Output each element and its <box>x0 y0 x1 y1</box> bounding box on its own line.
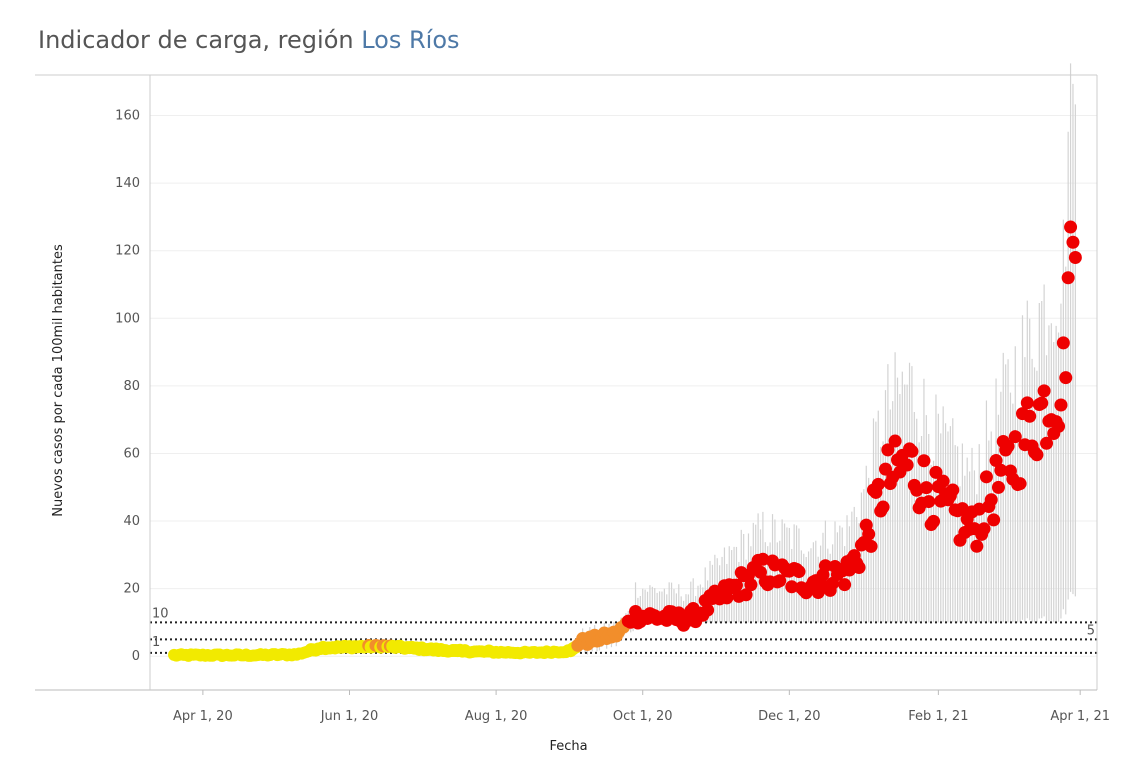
data-point <box>1001 439 1015 453</box>
data-point <box>862 527 876 541</box>
data-point <box>979 470 993 484</box>
data-point <box>989 454 1003 468</box>
data-point <box>739 588 753 602</box>
data-point <box>1064 220 1078 234</box>
chart-title-prefix: Indicador de carga, región <box>38 26 362 54</box>
data-point <box>970 539 984 553</box>
x-tick-label: Aug 1, 20 <box>465 709 528 724</box>
data-point <box>881 443 895 457</box>
data-point <box>994 463 1008 477</box>
y-tick-label: 120 <box>115 244 140 259</box>
data-point <box>871 477 885 491</box>
x-tick-label: Apr 1, 21 <box>1050 709 1110 724</box>
data-point <box>1037 384 1051 398</box>
y-axis-title: Nuevos casos por cada 100mil habitantes <box>51 244 66 517</box>
data-point <box>987 513 1001 527</box>
y-tick-label: 60 <box>123 446 140 461</box>
data-point <box>792 565 806 579</box>
data-point <box>1056 336 1070 350</box>
data-point <box>852 561 866 575</box>
data-point <box>1052 419 1066 433</box>
data-point <box>919 481 933 495</box>
x-tick-label: Apr 1, 20 <box>173 709 233 724</box>
data-point <box>977 522 991 536</box>
data-point <box>1023 409 1037 423</box>
data-point <box>744 578 758 592</box>
data-point <box>1035 396 1049 410</box>
data-point <box>905 444 919 458</box>
data-point <box>720 591 734 605</box>
x-tick-label: Oct 1, 20 <box>613 709 673 724</box>
y-tick-label: 160 <box>115 109 140 124</box>
x-tick-label: Dec 1, 20 <box>758 709 820 724</box>
data-point <box>1013 477 1027 491</box>
data-point <box>991 480 1005 494</box>
data-point <box>1061 271 1075 285</box>
data-point <box>1040 436 1054 450</box>
data-point <box>864 539 878 553</box>
data-point <box>936 474 950 488</box>
data-point <box>876 500 890 514</box>
y-tick-label: 140 <box>115 176 140 191</box>
data-point <box>1059 371 1073 385</box>
y-tick-label: 80 <box>123 379 140 394</box>
data-point <box>773 574 787 588</box>
data-point <box>946 483 960 497</box>
data-point <box>1068 250 1082 264</box>
region-link[interactable]: Los Ríos <box>361 26 460 54</box>
y-tick-label: 20 <box>123 582 140 597</box>
data-point <box>984 493 998 507</box>
data-point <box>900 458 914 472</box>
x-tick-label: Feb 1, 21 <box>908 709 968 724</box>
data-point <box>1020 396 1034 410</box>
x-axis-title: Fecha <box>549 739 587 754</box>
y-tick-label: 40 <box>123 514 140 529</box>
data-point <box>922 495 936 509</box>
x-tick-label: Jun 1, 20 <box>320 709 379 724</box>
data-point <box>927 514 941 528</box>
grid-layer <box>150 115 1097 657</box>
data-point <box>756 552 770 566</box>
chart-title: Indicador de carga, región Los Ríos <box>38 26 460 54</box>
reference-line-label: 10 <box>152 606 169 621</box>
data-point <box>929 465 943 479</box>
axes-layer: 0 20 40 60 80 100 120 140 160 Apr 1, 20 Jun 1, 20 A… <box>35 74 1110 754</box>
data-point <box>818 559 832 573</box>
points-layer <box>168 220 1082 662</box>
data-point <box>1066 235 1080 249</box>
data-point <box>729 578 743 592</box>
data-point <box>785 580 799 594</box>
reference-line-label: 5 <box>1087 623 1095 638</box>
reference-lines: 10 5 1 <box>150 606 1097 654</box>
data-point <box>1008 430 1022 444</box>
data-point <box>1054 398 1068 412</box>
data-point <box>1030 448 1044 462</box>
data-point <box>917 454 931 468</box>
data-point <box>701 603 715 617</box>
data-point <box>888 434 902 448</box>
y-tick-label: 100 <box>115 311 140 326</box>
reference-line-label: 1 <box>152 635 160 650</box>
y-tick-label: 0 <box>132 649 140 664</box>
data-point <box>838 578 852 592</box>
